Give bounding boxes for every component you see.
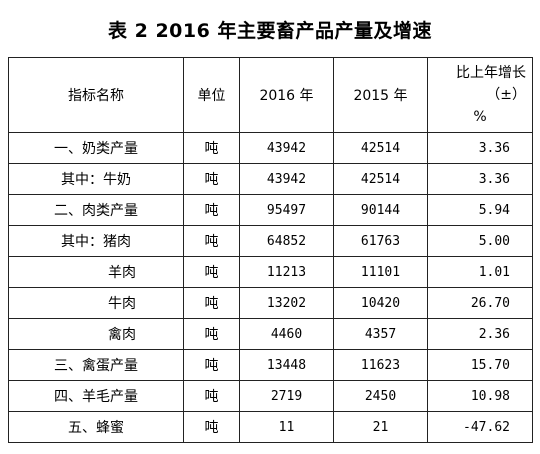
row-2015: 2450	[333, 380, 428, 412]
row-2016: 64852	[239, 225, 334, 257]
header-2015: 2015 年	[333, 57, 428, 133]
row-2015: 21	[333, 411, 428, 443]
row-growth: 26.70	[427, 287, 533, 319]
row-growth: -47.62	[427, 411, 533, 443]
row-name: 一、奶类产量	[8, 132, 184, 164]
row-name: 牛肉	[8, 287, 184, 319]
row-2016: 11	[239, 411, 334, 443]
row-name: 三、禽蛋产量	[8, 349, 184, 381]
table-row: 四、羊毛产量 吨 2719 2450 10.98	[8, 380, 533, 412]
table-row: 五、蜂蜜 吨 11 21 -47.62	[8, 411, 533, 443]
header-2016: 2016 年	[239, 57, 334, 133]
row-growth: 15.70	[427, 349, 533, 381]
row-unit: 吨	[183, 380, 240, 412]
table-row: 牛肉 吨 13202 10420 26.70	[8, 287, 533, 319]
row-2016: 13202	[239, 287, 334, 319]
table-row: 禽肉 吨 4460 4357 2.36	[8, 318, 533, 350]
header-growth: 比上年增长（±） %	[427, 57, 533, 133]
table-row: 其中：牛奶 吨 43942 42514 3.36	[8, 163, 533, 195]
row-growth: 5.00	[427, 225, 533, 257]
row-name: 五、蜂蜜	[8, 411, 184, 443]
row-2015: 11623	[333, 349, 428, 381]
header-unit: 单位	[183, 57, 240, 133]
table-row: 三、禽蛋产量 吨 13448 11623 15.70	[8, 349, 533, 381]
table-row: 其中：猪肉 吨 64852 61763 5.00	[8, 225, 533, 257]
row-2016: 43942	[239, 163, 334, 195]
row-growth: 2.36	[427, 318, 533, 350]
row-2015: 11101	[333, 256, 428, 288]
row-unit: 吨	[183, 132, 240, 164]
row-growth: 3.36	[427, 163, 533, 195]
row-2016: 11213	[239, 256, 334, 288]
row-name: 四、羊毛产量	[8, 380, 184, 412]
row-2015: 90144	[333, 194, 428, 226]
header-row: 指标名称 单位 2016 年 2015 年 比上年增长（±） %	[8, 57, 533, 133]
row-2015: 4357	[333, 318, 428, 350]
row-2016: 4460	[239, 318, 334, 350]
row-2016: 95497	[239, 194, 334, 226]
row-2015: 61763	[333, 225, 428, 257]
row-unit: 吨	[183, 349, 240, 381]
header-growth-line2: %	[473, 109, 487, 125]
table-title: 表 2 2016 年主要畜产品产量及增速	[108, 20, 432, 42]
row-2015: 42514	[333, 163, 428, 195]
table-row: 羊肉 吨 11213 11101 1.01	[8, 256, 533, 288]
row-2016: 43942	[239, 132, 334, 164]
row-2015: 10420	[333, 287, 428, 319]
row-2015: 42514	[333, 132, 428, 164]
row-unit: 吨	[183, 411, 240, 443]
production-table: 指标名称 单位 2016 年 2015 年 比上年增长（±） % 一、奶类产量 …	[8, 57, 533, 443]
row-unit: 吨	[183, 225, 240, 257]
row-unit: 吨	[183, 163, 240, 195]
row-growth: 3.36	[427, 132, 533, 164]
header-name: 指标名称	[8, 57, 184, 133]
table-row: 一、奶类产量 吨 43942 42514 3.36	[8, 132, 533, 164]
row-growth: 1.01	[427, 256, 533, 288]
row-unit: 吨	[183, 194, 240, 226]
row-unit: 吨	[183, 318, 240, 350]
row-name: 禽肉	[8, 318, 184, 350]
row-name: 其中：猪肉	[8, 225, 184, 257]
row-2016: 13448	[239, 349, 334, 381]
header-growth-line1: 比上年增长（±）	[456, 65, 526, 103]
row-name: 羊肉	[8, 256, 184, 288]
row-growth: 10.98	[427, 380, 533, 412]
row-unit: 吨	[183, 256, 240, 288]
row-name: 其中：牛奶	[8, 163, 184, 195]
row-unit: 吨	[183, 287, 240, 319]
row-2016: 2719	[239, 380, 334, 412]
row-growth: 5.94	[427, 194, 533, 226]
row-name: 二、肉类产量	[8, 194, 184, 226]
table-row: 二、肉类产量 吨 95497 90144 5.94	[8, 194, 533, 226]
